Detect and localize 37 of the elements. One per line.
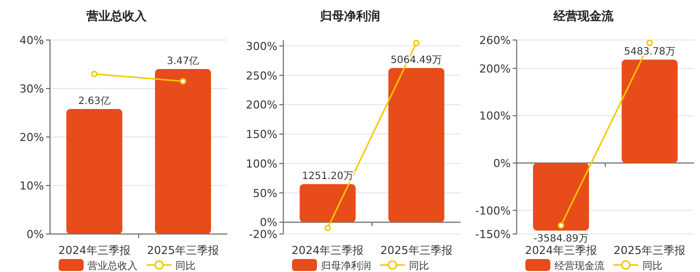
y-tick-label: 50% [252,186,278,200]
chart-title: 经营现金流 [552,9,614,23]
x-tick-label: 2025年三季报 [380,244,452,257]
x-tick-label: 2024年三季报 [525,244,597,257]
y-tick-label: 0% [260,216,278,230]
legend-label: 经营现金流 [554,260,604,272]
data-label: 2.63亿 [78,96,110,107]
y-tick-label: 40% [20,34,44,47]
data-label: 3.47亿 [166,56,200,68]
y-tick-label: 100% [246,157,278,170]
y-tick-label: 150% [246,128,278,142]
data-label: -3584.89万 [534,234,588,245]
y-tick-label: 200% [246,98,278,112]
y-tick-label: 20% [20,131,44,144]
legend-label: 同比 [176,260,196,272]
x-tick-label: 2024年三季报 [292,244,364,257]
y-tick-label: 10% [20,180,44,192]
x-tick-label: 2024年三季报 [58,244,130,257]
y-tick-label: 250% [246,69,278,82]
y-tick-label: 300% [246,40,278,53]
y-tick-label: 260% [479,34,511,47]
legend-label: 归母净利润 [321,260,371,272]
y-tick-label: 0% [26,228,44,241]
y-tick-label: -20% [248,228,278,241]
y-tick-label: 0% [493,157,511,170]
legend-label: 同比 [409,260,429,272]
y-tick-label: 100% [479,110,511,123]
chart-title: 归母净利润 [319,9,380,23]
x-tick-label: 2025年三季报 [147,244,219,257]
x-tick-label: 2025年三季报 [614,244,686,257]
y-tick-label: -100% [475,204,511,218]
legend-label: 同比 [642,260,662,272]
legend-label: 营业总收入 [88,260,138,272]
y-tick-label: 30% [20,82,44,96]
y-tick-label: -150% [475,228,511,241]
y-tick-label: 200% [479,62,511,76]
chart-title: 营业总收入 [86,9,148,23]
